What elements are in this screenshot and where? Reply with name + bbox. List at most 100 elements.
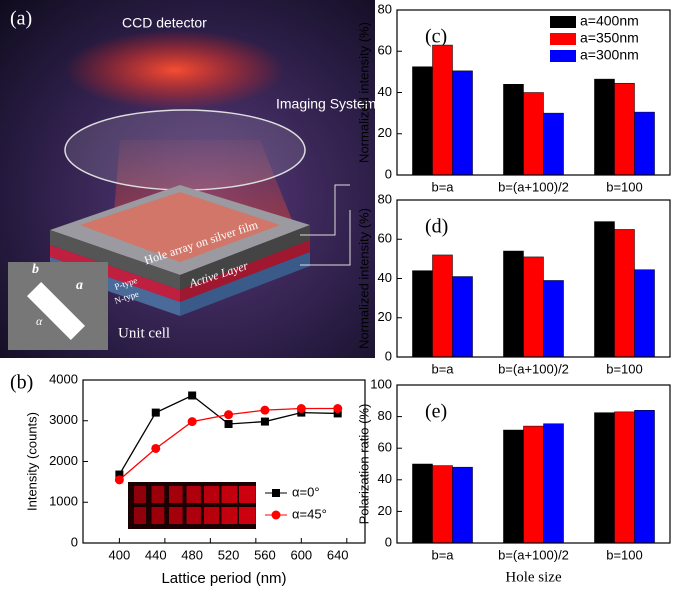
y-tick-label: 0 bbox=[385, 534, 392, 549]
y-tick-label: 3000 bbox=[49, 412, 78, 427]
x-tick-label: 400 bbox=[109, 547, 131, 562]
x-tick-label: 520 bbox=[218, 547, 240, 562]
illustration: (a) CCD detector Imaging System Hole arr… bbox=[0, 0, 376, 358]
plot-frame bbox=[396, 199, 671, 358]
x-axis-label: Lattice period (nm) bbox=[161, 570, 286, 587]
plot-frame bbox=[396, 384, 671, 544]
inset-spot bbox=[221, 486, 238, 503]
bar bbox=[503, 84, 524, 176]
x-tick-label: 480 bbox=[181, 547, 203, 562]
x-axis-label: Hole size bbox=[505, 569, 562, 585]
bar bbox=[452, 276, 473, 358]
x-tick-label: 560 bbox=[254, 547, 276, 562]
y-tick-label: 4000 bbox=[49, 371, 78, 386]
y-axis-label: Polarization ratio (%) bbox=[356, 404, 371, 525]
bar bbox=[543, 112, 564, 176]
y-tick-label: 80 bbox=[378, 1, 392, 16]
x-tick-label: b=a bbox=[431, 547, 454, 562]
unit-cell-hole bbox=[27, 282, 85, 340]
bar bbox=[452, 70, 473, 176]
bar bbox=[523, 425, 544, 544]
bar bbox=[412, 463, 433, 544]
bar bbox=[503, 250, 524, 358]
panel-label: (b) bbox=[10, 372, 33, 394]
y-tick-label: 40 bbox=[378, 84, 392, 99]
y-tick-label: 20 bbox=[378, 309, 392, 324]
bar bbox=[432, 465, 453, 544]
annotation: Unit cell bbox=[118, 325, 170, 341]
y-tick-label: 60 bbox=[378, 440, 392, 455]
bar bbox=[594, 78, 615, 176]
y-tick-label: 0 bbox=[385, 348, 392, 363]
bar bbox=[523, 92, 544, 176]
inset-spot bbox=[134, 507, 146, 524]
circuit bbox=[300, 184, 351, 266]
annotation: CCD detector bbox=[122, 15, 207, 31]
x-tick-label: b=100 bbox=[606, 361, 643, 376]
inset-spot bbox=[204, 486, 220, 503]
bar bbox=[452, 466, 473, 544]
bar bbox=[432, 44, 453, 176]
marker bbox=[333, 404, 343, 414]
annotation: a bbox=[76, 278, 83, 293]
x-tick-label: b=(a+100)/2 bbox=[498, 179, 569, 194]
bar bbox=[634, 269, 655, 358]
y-axis-label: Normalized intensity (%) bbox=[356, 22, 371, 163]
y-axis-label: Normalized intensity (%) bbox=[356, 208, 371, 349]
marker bbox=[188, 391, 197, 400]
bar bbox=[412, 66, 433, 176]
y-tick-label: 60 bbox=[378, 231, 392, 246]
legend-label: a=300nm bbox=[580, 47, 639, 63]
marker bbox=[260, 417, 269, 426]
p-layer bbox=[180, 240, 310, 302]
x-tick-label: 640 bbox=[327, 547, 349, 562]
x-tick-label: b=(a+100)/2 bbox=[498, 361, 569, 376]
legend-label: α=45° bbox=[292, 506, 327, 521]
annotation: Imaging System bbox=[276, 96, 376, 112]
plot-frame bbox=[82, 379, 366, 544]
bar bbox=[503, 429, 524, 544]
bar bbox=[594, 221, 615, 358]
inset-spot bbox=[221, 507, 238, 524]
y-tick-label: 20 bbox=[378, 503, 392, 518]
marker bbox=[114, 475, 124, 485]
y-tick-label: 100 bbox=[370, 376, 392, 391]
hole-array bbox=[80, 192, 280, 262]
marker bbox=[151, 408, 160, 417]
marker bbox=[151, 443, 161, 453]
marker bbox=[115, 470, 124, 479]
inset-spot bbox=[186, 507, 201, 524]
x-tick-label: b=(a+100)/2 bbox=[498, 547, 569, 562]
inset-spot bbox=[169, 486, 183, 503]
legend-marker bbox=[272, 489, 280, 497]
bar bbox=[634, 111, 655, 176]
annotation: b bbox=[32, 262, 39, 277]
p-layer bbox=[50, 245, 180, 302]
legend-swatch bbox=[550, 33, 576, 45]
y-tick-label: 0 bbox=[385, 166, 392, 181]
inset-spot bbox=[151, 486, 165, 503]
panel-label: (e) bbox=[425, 401, 447, 423]
marker bbox=[224, 410, 234, 420]
marker bbox=[296, 404, 306, 414]
bar bbox=[614, 411, 635, 544]
bar bbox=[543, 280, 564, 358]
inset-spot bbox=[204, 507, 220, 524]
bar bbox=[543, 423, 564, 544]
marker bbox=[224, 420, 233, 429]
legend-swatch bbox=[550, 16, 576, 28]
y-tick-label: 40 bbox=[378, 270, 392, 285]
x-tick-label: b=a bbox=[431, 361, 454, 376]
panel-label: (a) bbox=[10, 8, 32, 30]
x-tick-label: 440 bbox=[145, 547, 167, 562]
x-tick-label: b=100 bbox=[606, 547, 643, 562]
y-tick-label: 80 bbox=[378, 408, 392, 423]
x-tick-label: 600 bbox=[290, 547, 312, 562]
film-side bbox=[180, 225, 310, 290]
bar bbox=[432, 254, 453, 358]
x-tick-label: b=100 bbox=[606, 179, 643, 194]
y-tick-label: 60 bbox=[378, 43, 392, 58]
x-tick-label: b=a bbox=[431, 179, 454, 194]
y-tick-label: 80 bbox=[378, 191, 392, 206]
legend-label: α=0° bbox=[292, 484, 320, 499]
